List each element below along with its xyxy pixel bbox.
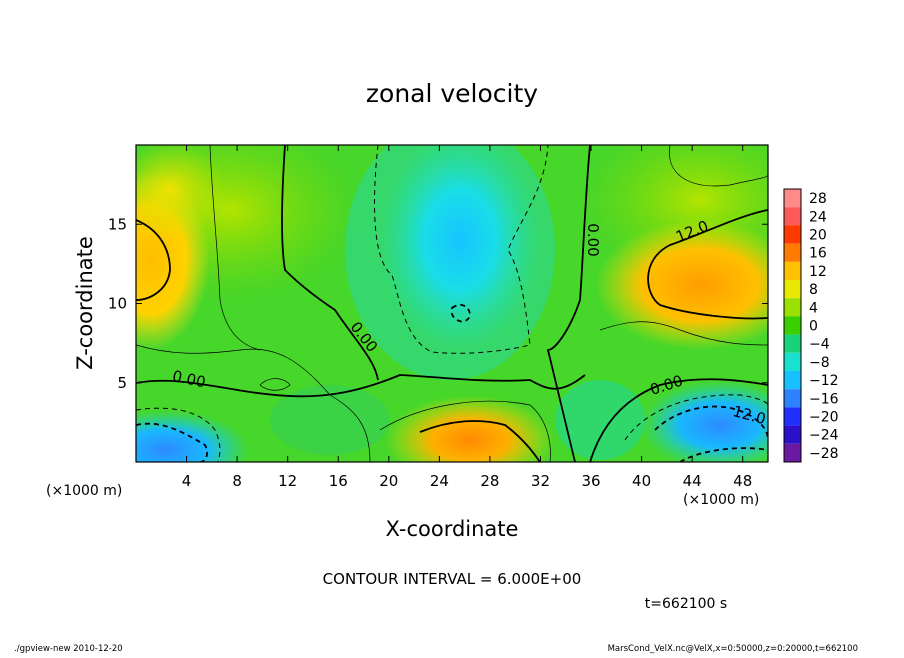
colorbar-cell xyxy=(784,298,801,317)
colorbar-label: 24 xyxy=(809,209,827,225)
contour-lines xyxy=(136,145,768,462)
thin-contour-7 xyxy=(259,378,291,391)
colorbar-cell xyxy=(784,334,801,353)
thin-contour-5 xyxy=(379,400,551,462)
twelve-contour-right xyxy=(647,209,768,320)
dashed-neg-br-3 xyxy=(679,447,768,462)
colorbar-label: −8 xyxy=(809,355,830,371)
colorbar-label: −12 xyxy=(809,373,839,389)
thin-contour-3 xyxy=(669,145,768,187)
velocity-field xyxy=(136,145,768,462)
colorbar-label: 8 xyxy=(809,282,818,298)
zero-contour-central xyxy=(281,145,379,381)
x-tick-label: 36 xyxy=(581,472,600,490)
colorbar-label: −24 xyxy=(809,428,839,444)
dashed-neg-br xyxy=(654,405,768,441)
x-tick-label: 40 xyxy=(632,472,651,490)
x-tick-label: 48 xyxy=(733,472,752,490)
zero-contour-left xyxy=(136,374,586,398)
colorbar-cell xyxy=(784,207,801,226)
colorbar-cell xyxy=(784,243,801,262)
x-axis-label: X-coordinate xyxy=(386,517,519,541)
chart-title: zonal velocity xyxy=(366,79,538,108)
colorbar-cell xyxy=(784,352,801,371)
thin-contour-6 xyxy=(329,394,371,462)
footer-right-text: MarsCond_VelX.nc@VelX,x=0:50000,z=0:2000… xyxy=(608,644,858,654)
colorbar-cell xyxy=(784,316,801,335)
dashed-neg-cyan xyxy=(374,145,549,354)
colorbar-label: −28 xyxy=(809,446,839,462)
colorbar: 28 24 20 16 12 8 4 0 −4 −8 −12 −16 −20 −24 −28 xyxy=(783,188,839,463)
time-text: t=662100 s xyxy=(645,596,727,612)
x-tick-label: 32 xyxy=(531,472,550,490)
x-tick-label: 24 xyxy=(430,472,449,490)
colorbar-cell xyxy=(784,443,801,462)
x-axis: 4 8 12 16 20 24 28 32 36 40 44 48 xyxy=(182,145,752,490)
y-tick-label: 10 xyxy=(108,295,127,313)
y-axis: 5 10 15 xyxy=(108,215,768,392)
colorbar-label: 12 xyxy=(809,264,827,280)
footer-left-text: ./gpview-new 2010-12-20 xyxy=(14,644,123,654)
colorbar-cell xyxy=(784,189,801,208)
x-tick-label: 44 xyxy=(683,472,702,490)
x-tick-label: 20 xyxy=(379,472,398,490)
colorbar-cell xyxy=(784,371,801,390)
colorbar-cell xyxy=(784,225,801,244)
zero-contour-bottom-right xyxy=(589,378,768,462)
x-unit-left: (×1000 m) xyxy=(46,483,122,499)
colorbar-label: 4 xyxy=(809,300,818,316)
colorbar-cell xyxy=(784,389,801,408)
x-tick-label: 12 xyxy=(278,472,297,490)
x-tick-label: 28 xyxy=(480,472,499,490)
zero-contour-right xyxy=(546,145,591,462)
y-tick-label: 15 xyxy=(108,215,127,233)
y-axis-label: Z-coordinate xyxy=(73,236,97,370)
colorbar-label: 0 xyxy=(809,319,818,335)
y-tick-label: 5 xyxy=(117,374,127,392)
colorbar-label: 20 xyxy=(809,228,827,244)
colorbar-cell xyxy=(784,261,801,280)
colorbar-label: 16 xyxy=(809,246,827,262)
colorbar-cell xyxy=(784,425,801,444)
colorbar-cell xyxy=(784,407,801,426)
dashed-neg-br-2 xyxy=(624,394,768,441)
x-unit-right: (×1000 m) xyxy=(683,492,759,508)
contour-label: 0.00 xyxy=(584,223,602,256)
colorbar-cell xyxy=(784,280,801,299)
x-tick-label: 16 xyxy=(329,472,348,490)
dashed-neg-bl xyxy=(136,422,208,462)
contour-interval-text: CONTOUR INTERVAL = 6.000E+00 xyxy=(323,570,582,588)
x-tick-label: 8 xyxy=(232,472,242,490)
colorbar-label: −20 xyxy=(809,410,839,426)
colorbar-label: −16 xyxy=(809,391,839,407)
thin-contour-4 xyxy=(599,321,768,346)
colorbar-label: 28 xyxy=(809,191,827,207)
colorbar-label: −4 xyxy=(809,337,830,353)
twelve-contour-left xyxy=(136,219,171,301)
dashed-neg-bl-2 xyxy=(136,407,221,462)
thin-contour-2 xyxy=(136,344,331,396)
thin-contour-1 xyxy=(209,145,261,351)
twelve-contour-bottom xyxy=(419,420,541,462)
colorbar-frame xyxy=(783,188,802,463)
x-tick-label: 4 xyxy=(182,472,192,490)
